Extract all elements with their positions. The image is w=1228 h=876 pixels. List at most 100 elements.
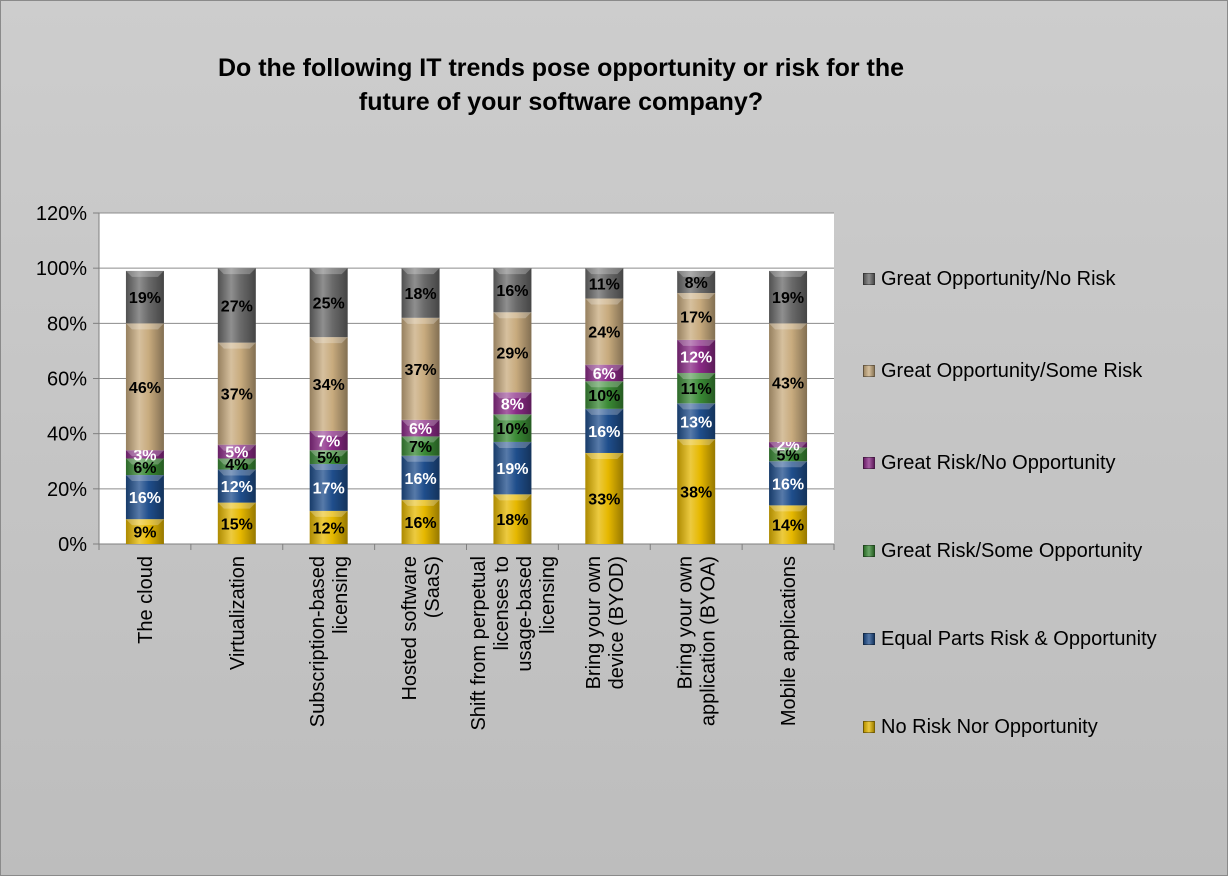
data-label: 4% xyxy=(225,457,248,474)
data-label: 16% xyxy=(129,490,161,507)
bar-bevel xyxy=(309,450,348,457)
legend-item: Great Opportunity/No Risk xyxy=(863,267,1211,291)
bar-segment xyxy=(401,436,440,456)
x-category-label: Shift from perpetual licenses to usage-bas… xyxy=(468,556,559,731)
x-category-label: Subscription-based licensing xyxy=(307,556,352,727)
data-label: 37% xyxy=(221,387,253,404)
y-tick-label: 0% xyxy=(58,534,87,556)
data-label: 27% xyxy=(221,298,253,315)
bar-segment xyxy=(125,519,164,544)
data-label: 16% xyxy=(772,476,804,493)
x-category-label-line: (SaaS) xyxy=(422,556,444,618)
bar-segment xyxy=(217,268,256,343)
data-label: 6% xyxy=(593,366,616,383)
legend-item: Great Opportunity/Some Risk xyxy=(863,359,1211,383)
bar-bevel xyxy=(585,408,624,415)
bar-bevel xyxy=(401,268,440,275)
data-label: 3% xyxy=(133,447,156,464)
data-label: 24% xyxy=(588,325,620,342)
bar-segment xyxy=(309,510,348,544)
bar-bevel xyxy=(769,447,808,454)
bar-bevel xyxy=(217,268,256,275)
x-category-label-line: licensing xyxy=(537,556,559,634)
x-category-label-line: Virtualization xyxy=(227,556,249,670)
x-category-label-line: Subscription-based xyxy=(307,556,329,727)
bar-bevel xyxy=(677,292,716,299)
y-tick-label: 60% xyxy=(47,369,87,391)
bar-segment xyxy=(493,414,532,442)
bar-segment xyxy=(401,499,440,544)
bar-bevel xyxy=(493,441,532,448)
bar-bevel xyxy=(677,439,716,446)
bar-bevel xyxy=(677,372,716,379)
bar-segment xyxy=(125,450,164,459)
bar-segment xyxy=(677,403,716,440)
data-label: 11% xyxy=(681,381,712,398)
bar-segment xyxy=(769,447,808,462)
bar-bevel xyxy=(677,270,716,277)
bar-segment xyxy=(769,461,808,506)
bar-segment xyxy=(309,268,348,338)
data-label: 12% xyxy=(313,520,345,537)
bar-bevel xyxy=(769,270,808,277)
data-label: 19% xyxy=(129,290,161,307)
bar-segment xyxy=(309,450,348,465)
bar-segment xyxy=(217,444,256,459)
data-label: 43% xyxy=(772,376,804,393)
bar-bevel xyxy=(493,414,532,421)
bar-bevel xyxy=(125,450,164,457)
bar-segment xyxy=(769,505,808,544)
bar-segment xyxy=(125,475,164,520)
data-label: 37% xyxy=(405,362,437,379)
data-label: 14% xyxy=(772,518,804,535)
legend-swatch xyxy=(863,545,875,557)
legend-item: No Risk Nor Opportunity xyxy=(863,715,1211,739)
data-label: 13% xyxy=(680,414,712,431)
bar-segment xyxy=(769,323,808,442)
data-label: 15% xyxy=(221,516,253,533)
data-label: 33% xyxy=(588,491,620,508)
bar-bevel xyxy=(493,268,532,275)
bar-bevel xyxy=(125,519,164,526)
legend-item: Great Risk/Some Opportunity xyxy=(863,539,1211,563)
data-label: 25% xyxy=(313,296,345,313)
bar-bevel xyxy=(309,464,348,471)
y-tick-label: 20% xyxy=(47,479,87,501)
bar-bevel xyxy=(677,403,716,410)
data-label: 38% xyxy=(680,485,712,502)
bar-segment xyxy=(309,430,348,451)
legend-label: Great Opportunity/No Risk xyxy=(881,268,1116,290)
bar-bevel xyxy=(217,458,256,465)
bar-segment xyxy=(401,419,440,437)
bar-segment xyxy=(217,342,256,445)
x-category-label: The cloud xyxy=(135,556,157,644)
bar-segment xyxy=(493,494,532,544)
data-label: 11% xyxy=(589,276,620,293)
data-label: 18% xyxy=(496,512,528,529)
bar-bevel xyxy=(401,436,440,443)
legend-label: Equal Parts Risk & Opportunity xyxy=(881,628,1157,650)
legend-item: Great Risk/No Opportunity xyxy=(863,451,1211,475)
bar-bevel xyxy=(217,342,256,349)
legend-swatch xyxy=(863,633,875,645)
legend-swatch xyxy=(863,273,875,285)
data-label: 5% xyxy=(317,450,340,467)
data-label: 17% xyxy=(313,480,345,497)
bar-segment xyxy=(217,469,256,503)
y-tick-label: 100% xyxy=(36,258,87,280)
bar-segment xyxy=(401,455,440,500)
data-label: 2% xyxy=(777,438,800,455)
bar-bevel xyxy=(401,317,440,324)
legend-swatch xyxy=(863,721,875,733)
data-label: 46% xyxy=(129,380,161,397)
bar-bevel xyxy=(769,505,808,512)
bar-bevel xyxy=(493,312,532,319)
legend-label: Great Risk/Some Opportunity xyxy=(881,540,1143,562)
bar-segment xyxy=(677,372,716,404)
bar-segment xyxy=(401,317,440,420)
bar-segment xyxy=(677,270,716,293)
x-category-label: Bring your own device (BYOD) xyxy=(583,556,628,689)
bar-bevel xyxy=(217,502,256,509)
data-label: 10% xyxy=(588,388,620,405)
